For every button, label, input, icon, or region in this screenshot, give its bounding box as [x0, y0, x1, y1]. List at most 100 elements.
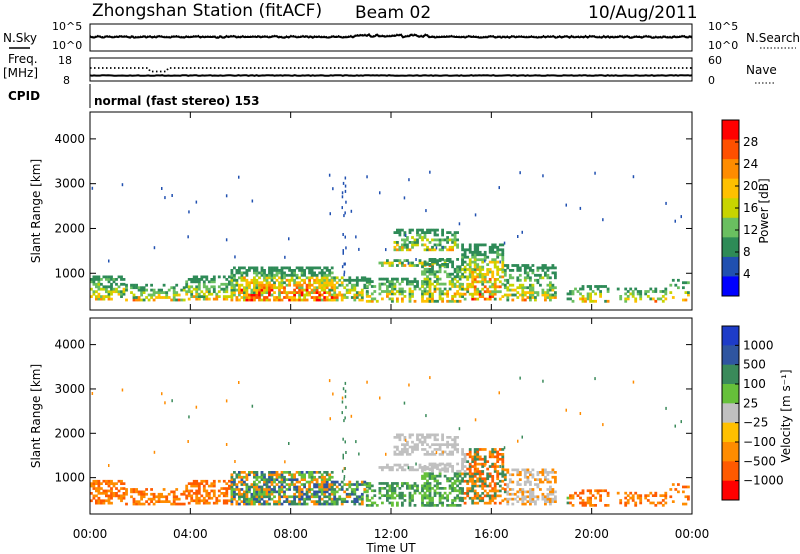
- power-cell: [471, 275, 475, 279]
- velocity-cell: [421, 499, 424, 502]
- power-cell: [308, 271, 311, 275]
- power-cell: [488, 278, 492, 281]
- power-cell: [521, 283, 525, 287]
- velocity-cell: [539, 488, 542, 491]
- velocity-cell: [110, 494, 113, 498]
- power-cell: [546, 266, 550, 270]
- velocity-cell: [486, 477, 490, 481]
- velocity-cell: [443, 496, 447, 500]
- power-cell: [268, 269, 271, 272]
- velocity-cell: [293, 502, 296, 506]
- power-cell: [290, 269, 294, 272]
- power-cell: [92, 290, 96, 294]
- velocity-cell: [413, 491, 417, 495]
- power-cell: [152, 291, 156, 294]
- velocity-cell: [478, 470, 482, 473]
- power-cell: [340, 281, 344, 285]
- power-cell: [335, 286, 339, 290]
- velocity-cell: [300, 502, 304, 506]
- power-cell: [416, 264, 419, 267]
- power-cell: [461, 282, 464, 286]
- power-cell: [428, 295, 432, 298]
- power-cell: [330, 293, 334, 297]
- velocity-cell: [175, 488, 179, 491]
- velocity-cell: [529, 483, 532, 486]
- velocity-cell: [468, 450, 472, 454]
- velocity-cell: [661, 504, 665, 507]
- power-cell: [358, 293, 362, 297]
- power-cell: [308, 278, 311, 282]
- velocity-cell: [426, 436, 429, 439]
- velocity-cell: [275, 473, 279, 477]
- velocity-cell: [260, 502, 264, 506]
- velocity-cell: [476, 479, 480, 483]
- velocity-cell: [107, 496, 111, 500]
- velocity-cell: [416, 489, 419, 493]
- velocity-cell: [579, 501, 582, 505]
- power-cell: [365, 280, 369, 283]
- power-cell: [639, 297, 643, 301]
- power-cell: [253, 283, 256, 287]
- velocity-cell: [493, 467, 497, 471]
- power-cell: [195, 290, 199, 294]
- power-cell: [222, 287, 226, 291]
- power-cell: [418, 228, 422, 232]
- velocity-cell: [308, 473, 311, 477]
- velocity-cell: [441, 433, 444, 437]
- power-cell: [491, 260, 495, 264]
- power-cell: [408, 248, 412, 252]
- velocity-cell: [408, 433, 412, 437]
- power-cell: [411, 264, 414, 267]
- velocity-cell: [476, 470, 480, 473]
- power-cell: [328, 271, 332, 275]
- velocity-cell: [488, 475, 492, 478]
- power-cell: [225, 297, 229, 301]
- power-cell: [624, 299, 628, 303]
- velocity-cell: [398, 487, 402, 490]
- power-cell: [270, 266, 274, 270]
- power-cell: [115, 290, 118, 294]
- power-cell: [491, 273, 495, 276]
- power-cell: [305, 291, 309, 294]
- velocity-cell: [343, 419, 345, 423]
- power-cell: [243, 276, 246, 280]
- velocity-cell: [235, 473, 239, 477]
- power-cell: [295, 281, 299, 285]
- power-cell: [379, 191, 381, 195]
- power-cell: [428, 290, 432, 293]
- velocity-cell: [586, 489, 590, 493]
- power-cell: [521, 298, 525, 302]
- velocity-cell: [498, 391, 500, 395]
- velocity-cell: [496, 477, 500, 481]
- velocity-cell: [471, 477, 475, 481]
- power-cell: [320, 269, 324, 272]
- power-cell: [238, 271, 241, 275]
- velocity-cell: [458, 427, 461, 431]
- velocity-cell: [205, 501, 209, 505]
- power-cell: [529, 291, 532, 294]
- power-cell: [97, 287, 101, 291]
- power-cell: [162, 296, 166, 299]
- colorbar-segment: [722, 384, 739, 404]
- power-cell: [122, 287, 126, 291]
- velocity-cell: [253, 480, 256, 484]
- power-cell: [423, 270, 427, 274]
- velocity-cell: [486, 484, 490, 488]
- power-cell: [235, 281, 239, 285]
- velocity-cell: [253, 495, 256, 499]
- velocity-cell: [162, 495, 166, 499]
- power-cell: [320, 273, 324, 277]
- velocity-cell: [448, 484, 452, 488]
- velocity-cell: [255, 495, 259, 499]
- power-cell: [516, 266, 520, 270]
- velocity-cell: [478, 462, 482, 466]
- velocity-cell: [368, 487, 372, 490]
- power-cell: [659, 297, 663, 301]
- velocity-cell: [431, 501, 434, 505]
- velocity-cell: [335, 500, 339, 503]
- velocity-cell: [310, 480, 314, 484]
- power-cell: [275, 286, 279, 290]
- power-cell: [636, 290, 640, 293]
- power-cell: [656, 297, 660, 301]
- power-cell: [180, 298, 184, 302]
